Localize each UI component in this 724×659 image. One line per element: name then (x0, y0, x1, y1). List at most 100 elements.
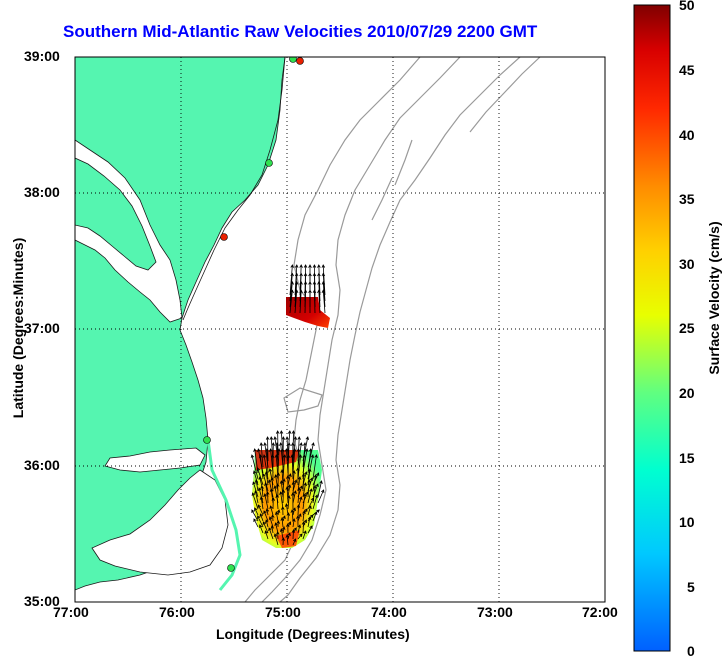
velocity-arrow (276, 520, 280, 528)
velocity-arrow (302, 510, 306, 522)
colorbar-tick-label: 45 (679, 62, 695, 78)
velocity-arrow (265, 491, 270, 504)
x-tick-label: 73:00 (477, 604, 513, 620)
velocity-arrow (308, 289, 312, 313)
radar-site-marker (289, 57, 297, 63)
velocity-arrow (264, 471, 269, 486)
velocity-arrow (268, 527, 274, 540)
velocity-arrow (290, 509, 295, 522)
velocity-arrow (289, 264, 294, 296)
velocity-arrow (301, 521, 306, 534)
velocity-arrow (256, 467, 264, 486)
velocity-arrow (307, 488, 313, 504)
velocity-arrow (258, 524, 264, 534)
velocity-arrow (287, 521, 292, 528)
velocity-arrow (263, 493, 269, 510)
velocity-arrow (279, 480, 284, 498)
colorbar-tick-label: 0 (687, 643, 695, 659)
velocity-arrow (312, 454, 318, 480)
velocity-arrow (312, 485, 317, 504)
velocity-arrow (274, 454, 279, 480)
velocity-arrow (297, 476, 302, 492)
colorbar-tick-label: 15 (679, 450, 695, 466)
y-tick-label: 36:00 (24, 457, 60, 473)
velocity-arrow (302, 530, 307, 540)
velocity-arrow (287, 473, 292, 486)
grid (75, 57, 605, 602)
velocity-arrow (307, 516, 312, 528)
velocity-arrow (287, 495, 291, 510)
x-tick-label: 77:00 (53, 604, 89, 620)
velocity-arrow (292, 507, 296, 516)
velocity-arrow (250, 454, 259, 480)
velocity-arrow (317, 480, 323, 498)
velocity-arrow (271, 497, 276, 510)
velocity-arrow (307, 468, 312, 486)
velocity-arrow (312, 511, 318, 522)
velocity-arrow (285, 486, 289, 504)
velocity-arrow (279, 491, 284, 510)
velocity-arrow (263, 510, 269, 522)
velocity-arrow (317, 289, 321, 314)
velocity-arrow (270, 525, 275, 534)
velocity-arrow (294, 272, 299, 302)
velocity-arrow (254, 479, 259, 492)
colorbar-tick-label: 5 (687, 579, 695, 595)
velocity-arrow (321, 272, 326, 302)
velocity-arrow (270, 514, 275, 522)
plot-frame (74, 56, 606, 603)
radar-site-marker (227, 564, 235, 572)
velocity-arrow (303, 289, 308, 314)
velocity-arrow (281, 537, 286, 546)
velocity-arrow (282, 454, 287, 480)
velocity-arrow (260, 485, 264, 498)
colorbar-tick-label: 25 (679, 320, 695, 336)
velocity-arrow (317, 489, 325, 504)
velocity-arrow (257, 515, 264, 528)
velocity-arrow (281, 506, 285, 516)
velocity-arrow (307, 448, 313, 474)
velocity-arrow (312, 289, 317, 314)
velocity-arrow (252, 481, 259, 498)
velocity-arrow (268, 516, 274, 528)
radar-site-marker (265, 159, 273, 167)
velocity-arrow (291, 492, 295, 510)
y-axis-label: Latitude (Degrees:Minutes) (10, 237, 26, 419)
x-tick-label: 72:00 (582, 604, 618, 620)
radar-site-marker (220, 233, 228, 241)
colorbar-tick-label: 20 (679, 385, 695, 401)
velocity-arrow (291, 442, 295, 468)
velocity-arrow (277, 448, 281, 474)
velocity-arrow (285, 436, 289, 462)
velocity-arrow (265, 508, 270, 516)
outer-banks (206, 439, 242, 591)
x-tick-label: 76:00 (159, 604, 195, 620)
velocity-vectors (250, 264, 326, 546)
velocity-arrow (259, 496, 264, 510)
velocity-arrow (274, 511, 279, 522)
velocity-arrow (289, 272, 294, 302)
velocity-arrow (297, 487, 301, 504)
velocity-arrow (275, 531, 280, 540)
velocity-arrow (297, 533, 303, 540)
x-axis-label: Longitude (Degrees:Minutes) (216, 626, 410, 642)
velocity-arrow (270, 454, 275, 480)
velocity-arrow (281, 489, 286, 504)
colorbar-tick-label: 50 (679, 0, 695, 13)
velocity-arrow (289, 280, 294, 308)
velocity-arrow (280, 469, 284, 486)
velocity-arrow (265, 519, 269, 528)
radar-sites (203, 57, 304, 572)
colorbar-tick-label: 35 (679, 191, 695, 207)
velocity-arrow (254, 507, 259, 516)
x-tick-label: 75:00 (265, 604, 301, 620)
velocity-patch-north (286, 297, 330, 328)
y-tick-label: 37:00 (24, 320, 60, 336)
colorbar-label: Surface Velocity (cm/s) (706, 221, 722, 375)
velocity-arrow (284, 448, 289, 474)
y-tick-label: 35:00 (24, 593, 60, 609)
velocity-arrow (258, 454, 264, 480)
velocity-arrow (254, 490, 259, 504)
delmarva-shore (182, 57, 286, 321)
